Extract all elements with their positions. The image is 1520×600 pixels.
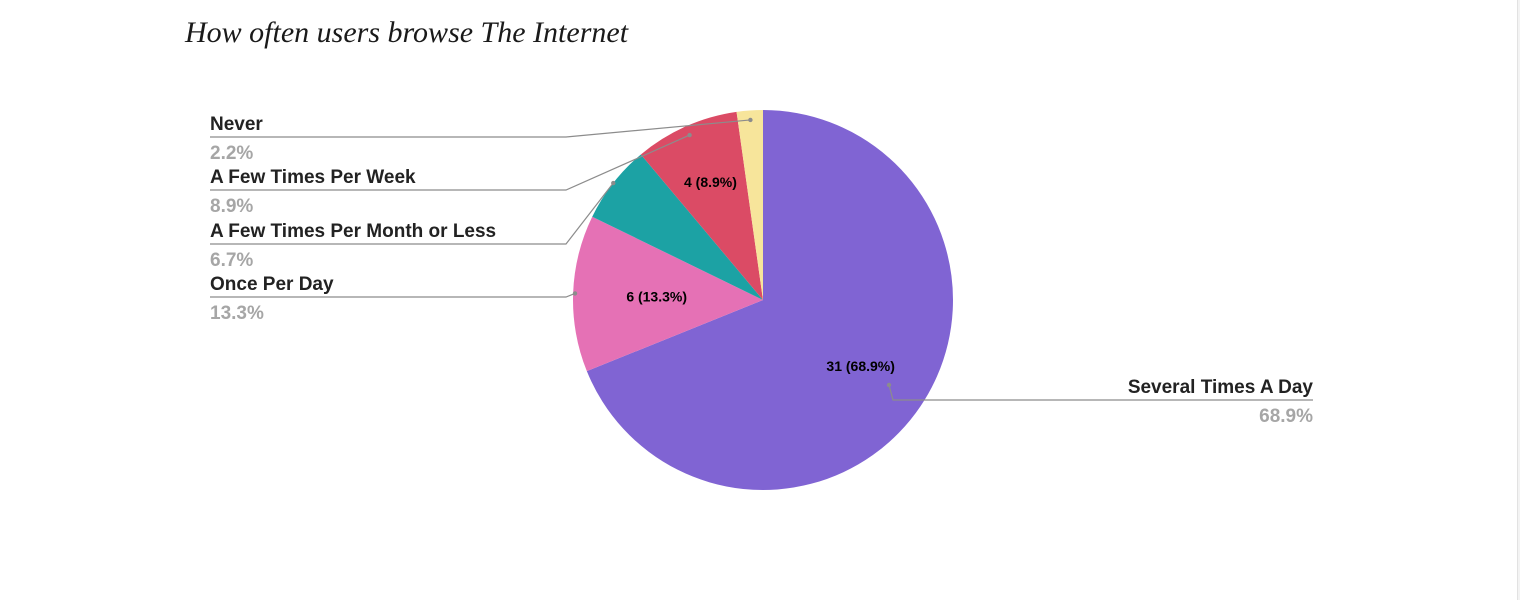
leader-line-never [210,119,751,138]
callout-percent-several-times-a-day: 68.9% [1259,406,1313,427]
callout-percent-a-few-times-per-week: 8.9% [210,196,253,217]
callout-name-never: Never [210,114,263,135]
slice-value-label-several-times-a-day: 31 (68.9%) [826,358,894,374]
leader-line-once-per-day [210,292,576,298]
callout-percent-once-per-day: 13.3% [210,303,264,324]
callout-name-several-times-a-day: Several Times A Day [1128,377,1314,398]
chart-title: How often users browse The Internet [185,16,629,49]
leader-line-a-few-times-per-week [210,134,690,191]
leader-dot-once-per-day [572,291,578,296]
leader-line-several-times-a-day [888,384,1313,401]
pie-slice-a-few-times-per-month-or-less [592,154,763,300]
callout-name-once-per-day: Once Per Day [210,274,334,295]
slice-value-label-a-few-times-per-week: 4 (8.9%) [684,174,737,190]
slice-value-label-once-per-day: 6 (13.3%) [626,288,687,304]
callout-name-a-few-times-per-week: A Few Times Per Week [210,167,416,188]
callout-percent-a-few-times-per-month-or-less: 6.7% [210,250,253,271]
pie-slice-several-times-a-day [586,110,953,490]
callout-name-a-few-times-per-month-or-less: A Few Times Per Month or Less [210,221,496,242]
pie-slice-once-per-day [573,216,763,372]
pie-slice-a-few-times-per-week [640,111,763,301]
callout-percent-never: 2.2% [210,143,253,164]
pie-slice-never [736,110,763,300]
leader-line-a-few-times-per-month-or-less [210,182,614,245]
